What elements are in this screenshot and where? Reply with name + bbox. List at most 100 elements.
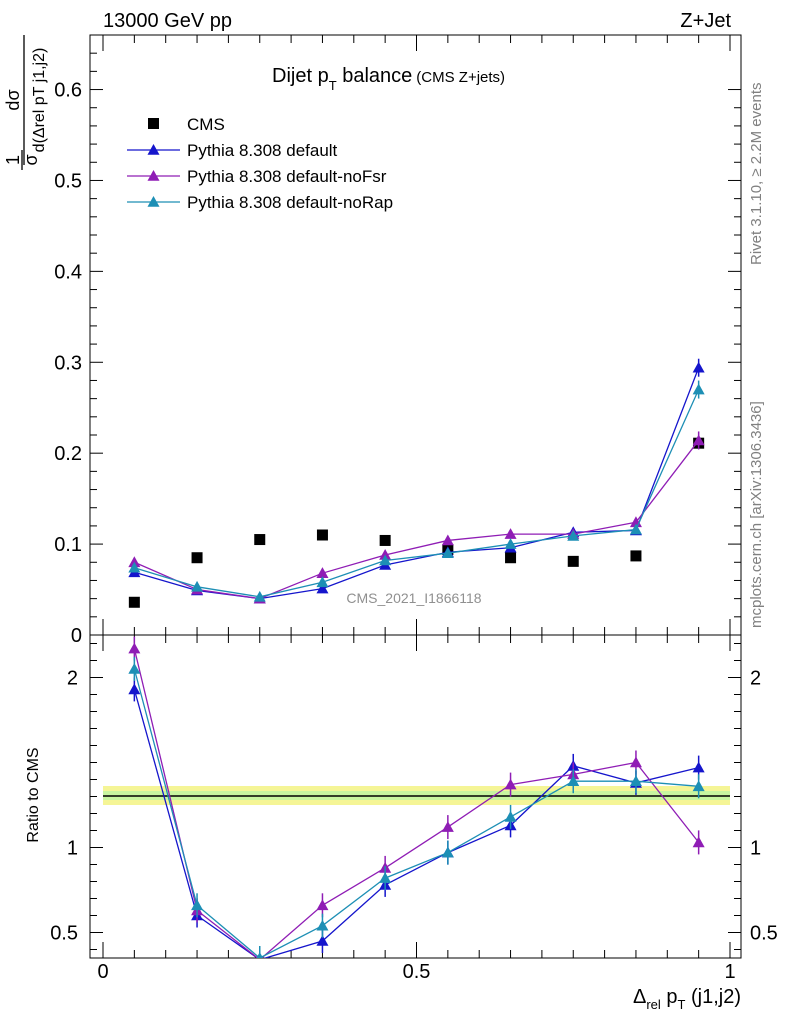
cms-data-point bbox=[505, 552, 517, 564]
mcplots-info: mcplots.cern.ch [arXiv:1306.3436] bbox=[748, 401, 765, 628]
mc-data-point bbox=[504, 538, 517, 549]
ratio-y-tick-label-right: 2 bbox=[750, 668, 761, 690]
ylabel-frac-den: σ bbox=[21, 154, 41, 165]
main-series bbox=[128, 358, 705, 608]
mc-data-point bbox=[316, 576, 329, 588]
mc-data-point bbox=[128, 561, 141, 573]
cms-data-point bbox=[316, 529, 328, 541]
plot-title: Dijet pT balance (CMS Z+jets) bbox=[272, 65, 505, 93]
process-label: Z+Jet bbox=[680, 10, 731, 32]
mc-data-point bbox=[128, 556, 141, 568]
cms-data-point bbox=[254, 534, 266, 546]
x-tick-label: 0 bbox=[97, 961, 108, 983]
ratio-data-point bbox=[379, 872, 392, 883]
ratio-y-tick-label: 2 bbox=[67, 668, 78, 690]
main-series-0 bbox=[128, 437, 705, 608]
ratio-x-axis: 0 0.5 1 bbox=[97, 635, 736, 983]
mc-data-point bbox=[191, 580, 204, 592]
ratio-y-tick-label-right: 1 bbox=[750, 838, 761, 860]
ratio-y-tick-label: 1 bbox=[67, 838, 78, 860]
x-tick-label: 1 bbox=[724, 961, 735, 983]
main-y-tick-label: 0.4 bbox=[54, 261, 82, 283]
mc-data-point bbox=[379, 549, 392, 560]
main-y-tick-label: 0 bbox=[71, 625, 82, 647]
ratio-y-tick-label-right: 0.5 bbox=[750, 923, 778, 945]
ratio-data-point bbox=[128, 663, 141, 674]
mc-data-point bbox=[567, 529, 580, 541]
ratio-line bbox=[133, 689, 699, 958]
main-panel: 0 0.1 0.2 0.3 0.4 0.5 0.6 Dijet pT balance (CMS… bbox=[3, 34, 742, 647]
legend-marker bbox=[147, 170, 160, 181]
ratio-data-point bbox=[191, 899, 204, 911]
main-y-tick-label: 0.2 bbox=[54, 443, 82, 465]
cms-data-point bbox=[630, 550, 642, 562]
legend-label: Pythia 8.308 default-noRap bbox=[187, 193, 393, 212]
energy-label: 13000 GeV pp bbox=[103, 10, 232, 32]
cms-data-point bbox=[128, 596, 140, 608]
main-series-3 bbox=[128, 380, 705, 602]
ratio-data-point bbox=[128, 683, 141, 695]
legend-marker bbox=[147, 144, 160, 155]
ylabel-frac-num: 1 bbox=[3, 155, 23, 165]
mc-data-point bbox=[692, 361, 705, 373]
main-y-tick-label: 0.6 bbox=[54, 80, 82, 102]
legend-marker bbox=[148, 118, 159, 129]
ratio-data-point bbox=[316, 919, 329, 931]
ratio-data-point bbox=[504, 810, 517, 822]
mc-data-point bbox=[692, 383, 705, 395]
main-series-1 bbox=[128, 358, 705, 604]
ratio-data-point bbox=[567, 775, 580, 786]
ratio-data-point bbox=[692, 836, 705, 848]
mc-data-point bbox=[379, 554, 392, 566]
mc-data-point bbox=[441, 534, 454, 546]
x-axis-label: Δrel pT (j1,j2) bbox=[633, 986, 741, 1012]
ratio-data-point bbox=[441, 846, 454, 858]
mc-data-point bbox=[629, 523, 642, 535]
ratio-line bbox=[133, 668, 699, 958]
ratio-data-point bbox=[504, 778, 517, 790]
ratio-data-point bbox=[128, 642, 141, 654]
main-x-ticks bbox=[102, 35, 731, 635]
ratio-data-point bbox=[316, 935, 329, 946]
ratio-data-point bbox=[692, 761, 705, 773]
ratio-panel: 0.5 0.51 12 2 0 0.5 1 Ratio to CMS Δrel pT (j… bbox=[25, 634, 778, 1012]
main-y-tick-label: 0.3 bbox=[54, 352, 82, 374]
x-tick-label: 0.5 bbox=[403, 961, 431, 983]
mc-line bbox=[134, 440, 700, 600]
watermark: CMS_2021_I1866118 bbox=[346, 590, 481, 606]
mc-data-point bbox=[253, 590, 266, 602]
legend-label: Pythia 8.308 default bbox=[187, 141, 338, 160]
legend-label: Pythia 8.308 default-noFsr bbox=[187, 167, 387, 186]
ratio-series-0 bbox=[128, 677, 705, 958]
mc-line bbox=[134, 389, 700, 598]
ratio-y-label: Ratio to CMS bbox=[25, 747, 42, 842]
ratio-data-point bbox=[441, 821, 454, 832]
ratio-data-point bbox=[629, 775, 642, 786]
mc-data-point bbox=[504, 528, 517, 539]
legend: CMS Pythia 8.308 default Pythia 8.308 defa… bbox=[127, 115, 393, 212]
legend-label: CMS bbox=[187, 115, 225, 134]
ratio-data-point bbox=[692, 780, 705, 792]
ylabel-num: dσ bbox=[3, 89, 23, 110]
main-series-2 bbox=[128, 431, 705, 604]
main-y-label: 1 σ dσ d(Δrel pT j1,j2) bbox=[3, 35, 48, 170]
mc-data-point bbox=[692, 434, 705, 446]
mc-data-point bbox=[316, 567, 329, 578]
mc-line bbox=[134, 367, 700, 600]
main-y-axis: 0 0.1 0.2 0.3 0.4 0.5 0.6 bbox=[54, 52, 741, 647]
ratio-data-point bbox=[629, 756, 642, 768]
ratio-data-point bbox=[256, 952, 264, 958]
mc-data-point bbox=[316, 582, 329, 594]
rivet-info: Rivet 3.1.10, ≥ 2.2M events bbox=[748, 83, 765, 266]
mc-data-point bbox=[441, 547, 454, 558]
cms-data-point bbox=[191, 552, 203, 564]
ratio-data-point bbox=[316, 899, 329, 911]
ratio-series-2 bbox=[128, 657, 705, 958]
ratio-y-axis: 0.5 0.5 1 1 2 2 bbox=[50, 643, 778, 950]
legend-marker bbox=[147, 196, 160, 207]
cms-data-point bbox=[567, 555, 579, 567]
ratio-y-tick-label: 0.5 bbox=[50, 923, 78, 945]
ylabel-den: d(Δrel pT j1,j2) bbox=[31, 48, 48, 153]
cms-data-point bbox=[379, 534, 391, 546]
